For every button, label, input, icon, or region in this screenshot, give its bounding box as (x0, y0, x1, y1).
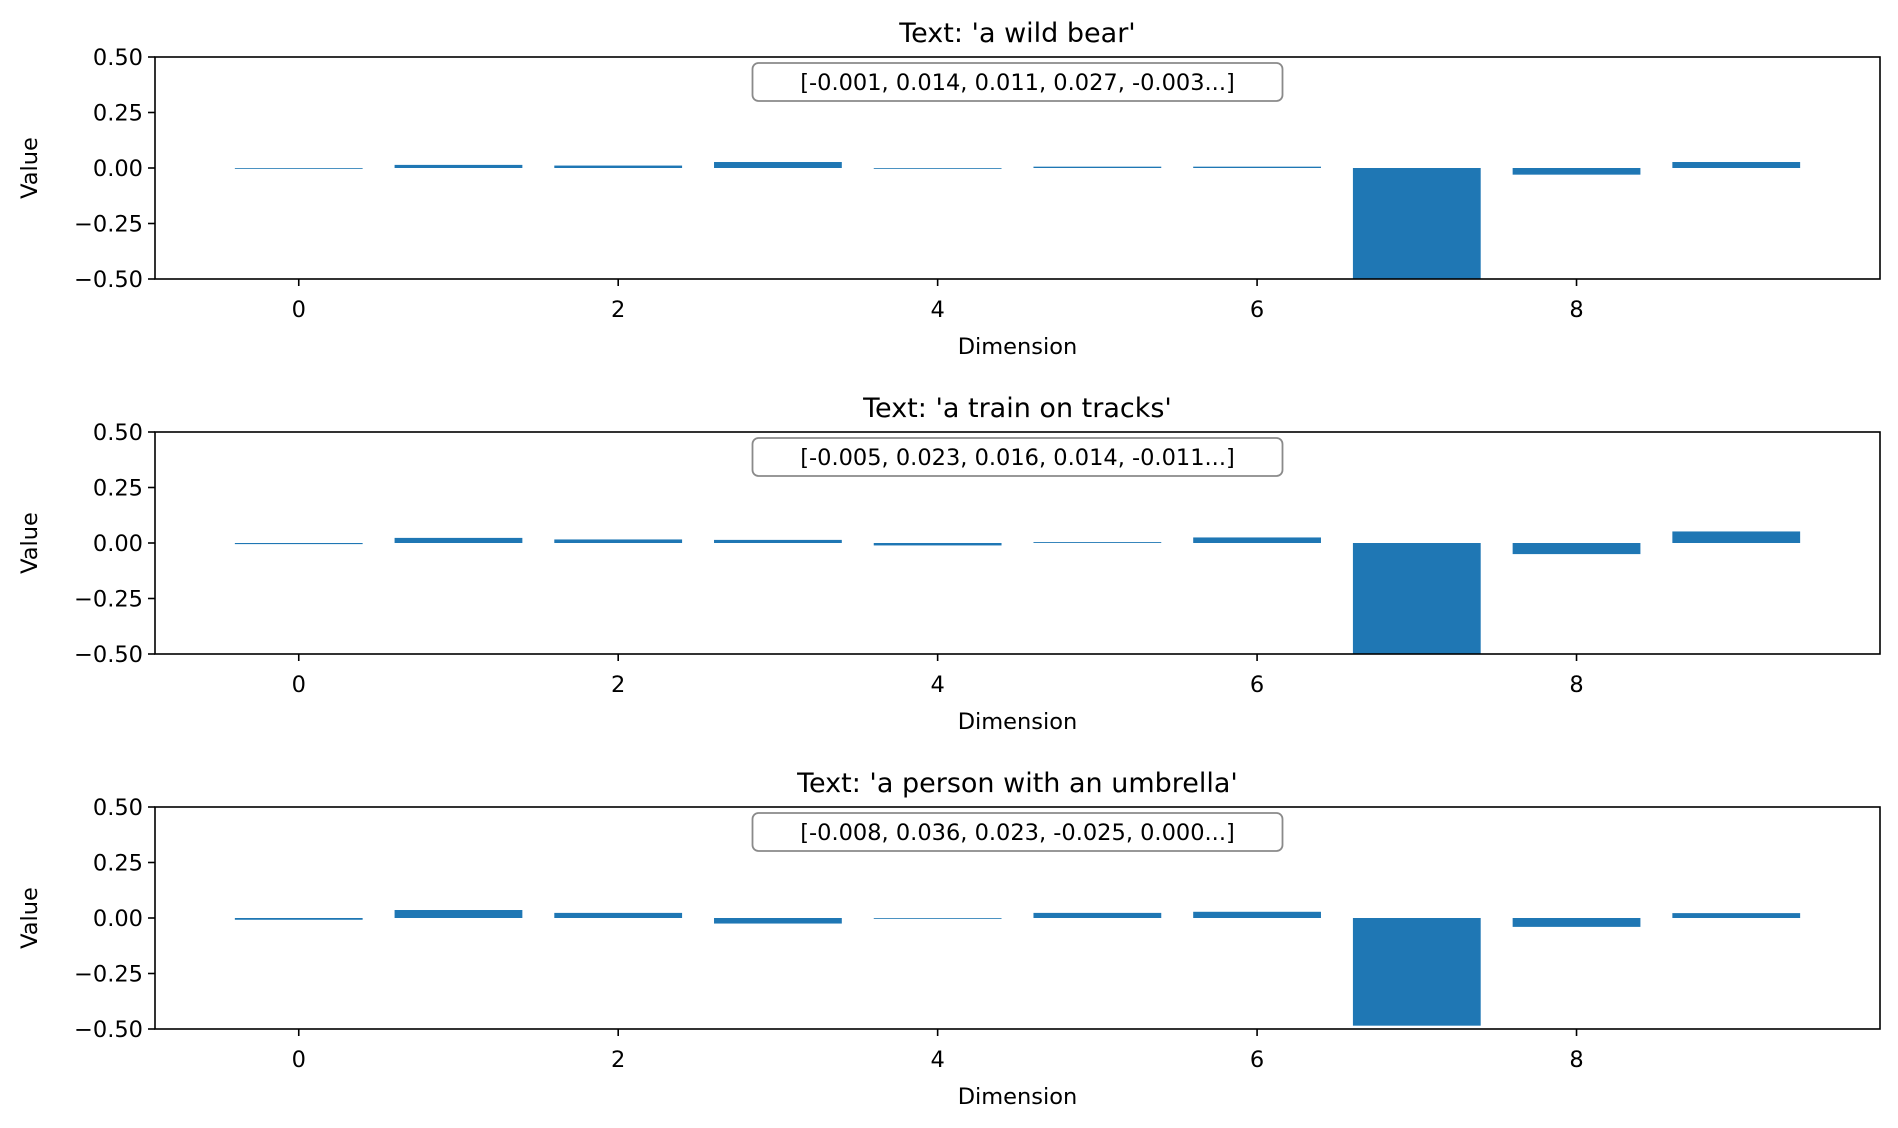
x-tick-label: 6 (1250, 1047, 1264, 1073)
y-tick-label: 0.50 (93, 795, 143, 821)
x-axis-label: Dimension (958, 334, 1078, 360)
bar-dim-2 (554, 912, 683, 918)
bar-dim-2 (554, 165, 683, 168)
x-tick-label: 0 (292, 1047, 306, 1073)
y-tick-label: 0.00 (93, 156, 143, 182)
annotation-text: [-0.005, 0.023, 0.016, 0.014, -0.011...] (800, 445, 1235, 471)
y-tick-label: 0.25 (93, 101, 143, 127)
bar-dim-8 (1512, 168, 1641, 175)
x-tick-label: 2 (611, 297, 625, 323)
bar-dim-9 (1672, 913, 1801, 918)
y-axis-label: Value (17, 887, 43, 949)
bar-dim-7 (1352, 918, 1481, 1026)
bar-dim-7 (1352, 543, 1481, 654)
x-tick-label: 4 (930, 297, 944, 323)
x-tick-label: 8 (1569, 1047, 1583, 1073)
y-tick-label: 0.50 (93, 45, 143, 71)
x-axis-label: Dimension (958, 1084, 1078, 1110)
x-tick-label: 8 (1569, 672, 1583, 698)
chart-panel-2: Text: 'a train on tracks' 0.50 0.25 0.00 −0.… (17, 393, 1881, 735)
bar-dim-7 (1352, 168, 1481, 279)
y-tick-label: −0.50 (74, 1017, 143, 1043)
y-tick-label: 0.00 (93, 531, 143, 557)
y-axis-label: Value (17, 512, 43, 574)
y-tick-label: 0.25 (93, 851, 143, 877)
x-tick-label: 8 (1569, 297, 1583, 323)
bar-dim-6 (1193, 911, 1321, 918)
bar-dim-4 (873, 918, 1002, 919)
x-tick-label: 2 (611, 1047, 625, 1073)
bar-dim-9 (1672, 162, 1801, 168)
bar-dim-6 (1193, 537, 1321, 543)
bar-dim-4 (873, 543, 1002, 546)
bar-dim-5 (1033, 166, 1162, 168)
x-tick-label: 0 (292, 297, 306, 323)
x-tick-label: 6 (1250, 297, 1264, 323)
bar-dim-9 (1672, 531, 1801, 543)
bar-dim-5 (1033, 542, 1162, 543)
x-tick-label: 4 (930, 1047, 944, 1073)
chart-title: Text: 'a train on tracks' (862, 393, 1172, 424)
x-tick-label: 4 (930, 672, 944, 698)
chart-panel-3: Text: 'a person with an umbrella' 0.50 0.2… (17, 768, 1881, 1110)
x-tick-label: 0 (292, 672, 306, 698)
y-axis-label: Value (17, 137, 43, 199)
bar-dim-8 (1512, 543, 1641, 555)
y-tick-label: −0.50 (74, 642, 143, 668)
bar-dim-2 (554, 539, 683, 543)
bar-dim-1 (394, 164, 523, 168)
y-tick-label: −0.50 (74, 267, 143, 293)
annotation-box (751, 62, 1284, 102)
bar-dim-0 (234, 543, 363, 545)
x-axis-label: Dimension (958, 709, 1078, 735)
annotation-box (751, 437, 1284, 477)
y-tick-label: 0.50 (93, 420, 143, 446)
bar-dim-3 (714, 162, 842, 168)
x-tick-label: 2 (611, 672, 625, 698)
bar-dim-3 (714, 539, 842, 543)
y-tick-label: 0.00 (93, 906, 143, 932)
annotation-text: [-0.001, 0.014, 0.011, 0.027, -0.003...] (800, 70, 1235, 96)
x-tick-label: 6 (1250, 672, 1264, 698)
annotation-text: [-0.008, 0.036, 0.023, -0.025, 0.000...] (800, 820, 1235, 846)
bar-dim-1 (394, 537, 523, 543)
bar-dim-0 (234, 918, 363, 920)
chart-title: Text: 'a person with an umbrella' (796, 768, 1238, 799)
y-tick-label: −0.25 (74, 587, 143, 613)
y-tick-label: 0.25 (93, 476, 143, 502)
bar-dim-0 (234, 168, 363, 169)
bar-dim-8 (1512, 918, 1641, 927)
chart-title: Text: 'a wild bear' (898, 18, 1135, 49)
bar-dim-6 (1193, 166, 1321, 168)
bar-dim-5 (1033, 912, 1162, 918)
bar-dim-1 (394, 910, 523, 918)
annotation-box (751, 812, 1284, 852)
y-tick-label: −0.25 (74, 212, 143, 238)
bar-dim-4 (873, 168, 1002, 169)
chart-panel-1: Text: 'a wild bear' 0.50 0.25 0.00 −0.25 −0.5… (17, 18, 1881, 360)
y-tick-label: −0.25 (74, 962, 143, 988)
bar-dim-3 (714, 918, 842, 924)
